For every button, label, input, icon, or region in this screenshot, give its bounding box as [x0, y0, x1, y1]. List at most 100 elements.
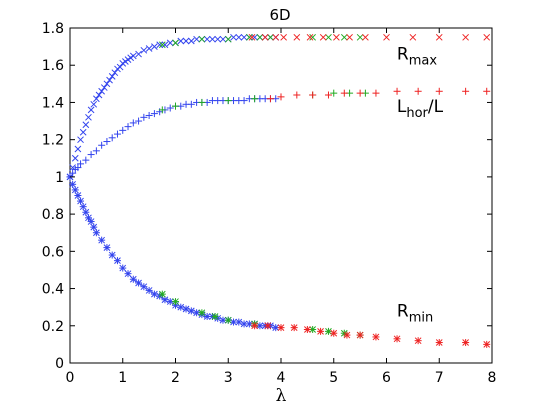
data-point: [82, 156, 90, 164]
curve-label: Rmin: [397, 301, 433, 325]
data-point: [462, 87, 470, 95]
data-point: [230, 33, 237, 41]
data-point: [161, 41, 169, 49]
x-tick-label: 3: [224, 370, 233, 386]
y-tick-label: 1.2: [42, 133, 64, 149]
data-point: [150, 290, 158, 298]
data-point: [172, 102, 179, 110]
data-point: [79, 128, 87, 136]
data-point: [383, 33, 390, 41]
data-point: [224, 35, 232, 43]
data-point: [277, 324, 285, 332]
x-tick-label: 2: [171, 370, 180, 386]
data-point: [309, 326, 317, 333]
data-point: [356, 331, 364, 339]
y-tick-label: 1.6: [42, 58, 64, 74]
data-point: [103, 244, 111, 252]
data-point: [124, 123, 132, 131]
y-axis: 0 0.2 0.4 0.6 0.8 1 1.2 1.4 1.6 1.8: [42, 21, 492, 372]
data-point: [92, 147, 100, 155]
y-tick-label: 0.4: [42, 282, 64, 298]
data-point: [309, 91, 317, 99]
data-point: [343, 331, 351, 339]
data-point: [111, 69, 119, 77]
data-point: [158, 106, 166, 114]
data-point: [340, 33, 348, 41]
x-axis: 0 1 2 3 4 5 6 7 8: [66, 28, 496, 386]
data-point: [372, 89, 380, 97]
data-point: [251, 95, 259, 103]
data-point: [290, 324, 298, 332]
curve-label-sub: max: [409, 54, 438, 69]
data-point: [224, 97, 232, 105]
data-point: [103, 80, 111, 88]
data-point: [303, 326, 311, 333]
data-point: [414, 87, 422, 95]
data-point: [362, 33, 369, 41]
data-point: [177, 37, 185, 45]
data-point: [129, 52, 137, 60]
data-point: [264, 322, 272, 330]
data-point: [158, 290, 166, 298]
data-point: [333, 33, 340, 41]
data-point: [248, 33, 256, 41]
data-point: [198, 35, 206, 43]
data-point: [69, 169, 77, 177]
curve-label-base: R: [397, 301, 409, 321]
data-point: [462, 339, 470, 347]
data-point: [106, 76, 113, 84]
data-point: [245, 33, 253, 41]
data-point: [198, 309, 206, 317]
data-point: [219, 35, 227, 43]
curve-label-sub: hor: [406, 106, 428, 121]
data-point: [240, 33, 248, 41]
data-point: [158, 41, 166, 49]
data-point: [266, 95, 274, 103]
data-point: [119, 126, 127, 134]
data-point: [414, 337, 422, 345]
curve-label-suffix: /L: [428, 97, 444, 117]
data-point: [330, 329, 338, 337]
data-point: [108, 134, 116, 142]
data-point: [93, 95, 100, 103]
data-point: [224, 316, 232, 324]
data-point: [116, 63, 124, 71]
data-point: [84, 214, 92, 222]
curve-annotations: Rmax Lhor/L Rmin: [397, 45, 444, 326]
data-point: [235, 318, 243, 326]
data-point: [98, 236, 106, 244]
data-point: [306, 33, 314, 41]
data-point: [151, 43, 158, 50]
data-point: [98, 141, 106, 149]
data-point: [77, 160, 85, 168]
data-point: [198, 98, 206, 106]
data-point: [324, 91, 332, 99]
data-point: [90, 223, 98, 231]
data-point: [71, 186, 79, 194]
data-point: [256, 33, 264, 41]
data-point: [71, 154, 79, 162]
data-point: [372, 333, 380, 341]
data-point: [156, 41, 164, 49]
data-point: [145, 111, 153, 119]
x-tick-label: 5: [329, 370, 338, 386]
data-point: [483, 87, 491, 95]
y-tick-label: 0.2: [42, 319, 64, 335]
data-point: [140, 283, 148, 291]
data-point: [325, 33, 332, 41]
curve-label: Rmax: [397, 45, 437, 69]
data-point: [135, 279, 143, 287]
data-point: [135, 50, 142, 58]
data-point: [340, 89, 348, 97]
data-point: [77, 136, 84, 144]
data-point: [95, 91, 103, 99]
data-point: [187, 307, 195, 315]
data-point: [393, 87, 401, 95]
data-point: [211, 312, 219, 320]
data-point: [435, 87, 443, 95]
y-tick-label: 0.6: [42, 244, 64, 260]
data-point: [135, 117, 143, 125]
data-point: [280, 33, 287, 41]
data-point: [462, 33, 469, 41]
